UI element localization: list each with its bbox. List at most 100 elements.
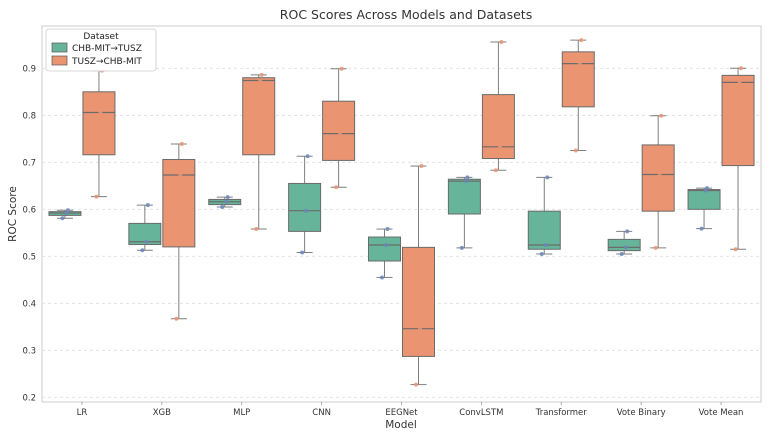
iqr-box — [322, 100, 356, 161]
y-tick-label: 0.9 — [22, 64, 36, 74]
data-point — [653, 245, 658, 250]
y-tick-label: 0.8 — [22, 111, 36, 121]
x-tick-label-vote-binary: Vote Binary — [617, 408, 666, 418]
data-point — [459, 245, 464, 250]
data-point — [579, 38, 584, 43]
data-point — [625, 229, 630, 234]
data-point — [334, 185, 339, 190]
x-axis-label: Model — [385, 419, 417, 431]
box-lr-chb-mit-to-tusz — [48, 208, 82, 221]
data-point — [179, 141, 184, 146]
data-point — [380, 275, 384, 280]
data-point — [463, 179, 468, 184]
box-mlp-tusz-to-chb-mit — [242, 72, 276, 232]
data-point — [60, 216, 65, 221]
y-tick-label: 0.7 — [22, 158, 36, 168]
x-tick-label-cnn: CNN — [312, 408, 331, 418]
box-lr-tusz-to-chb-mit — [82, 68, 116, 199]
iqr-box — [561, 51, 595, 108]
iqr-box — [288, 182, 322, 232]
x-tick-labels: LR XGB MLP CNN EEGNet ConvLSTM Transformer Vote… — [77, 402, 744, 418]
box-eegnet-chb-mit-to-tusz — [368, 227, 401, 280]
box-xgb-tusz-to-chb-mit — [162, 141, 196, 321]
box-xgb-chb-mit-to-tusz — [128, 203, 162, 253]
iqr-box — [607, 238, 641, 252]
box-vote-mean-tusz-to-chb-mit — [721, 66, 755, 252]
iqr-box — [527, 210, 561, 250]
data-point — [733, 247, 738, 252]
data-point — [254, 227, 259, 232]
iqr-box — [82, 91, 116, 156]
y-tick-label: 0.3 — [22, 346, 36, 356]
legend-swatch-chb-mit-to-tusz — [51, 42, 68, 53]
data-point — [539, 251, 544, 256]
legend-title: Dataset — [83, 32, 119, 42]
iqr-box — [447, 178, 481, 215]
iqr-box — [162, 158, 196, 248]
box-vote-mean-chb-mit-to-tusz — [687, 186, 721, 231]
data-point — [465, 175, 470, 180]
iqr-box — [402, 246, 435, 357]
box-eegnet-tusz-to-chb-mit — [402, 164, 435, 387]
data-point — [737, 80, 742, 85]
data-point — [385, 227, 390, 232]
x-tick-label-eegnet: EEGNet — [385, 408, 418, 418]
data-point — [705, 186, 710, 191]
data-point — [739, 66, 744, 71]
iqr-box — [641, 144, 675, 212]
iqr-box — [721, 74, 755, 167]
x-tick-label-vote-mean: Vote Mean — [699, 408, 744, 418]
x-tick-label-transformer: Transformer — [535, 408, 588, 418]
data-point — [543, 243, 548, 248]
box-vote-binary-chb-mit-to-tusz — [607, 229, 641, 256]
data-point — [305, 154, 310, 159]
data-point — [178, 172, 183, 177]
data-point — [140, 248, 145, 253]
data-point — [304, 208, 309, 213]
data-point — [414, 382, 418, 387]
data-point — [497, 144, 502, 149]
data-point — [493, 168, 498, 173]
legend-label-chb-mit-to-tusz: CHB-MIT→TUSZ — [72, 44, 142, 54]
data-point — [699, 226, 704, 231]
data-point — [659, 113, 664, 118]
iqr-box — [128, 222, 162, 246]
iqr-box — [481, 94, 515, 160]
data-point — [577, 61, 582, 66]
data-point — [98, 110, 103, 115]
data-point — [499, 39, 504, 44]
data-point — [144, 239, 149, 244]
data-point — [339, 66, 344, 71]
iqr-box — [687, 189, 721, 210]
y-tick-label: 0.6 — [22, 205, 36, 215]
data-point — [623, 245, 628, 250]
x-tick-label-xgb: XGB — [153, 408, 171, 418]
box-transformer-chb-mit-to-tusz — [527, 175, 561, 256]
chart-title: ROC Scores Across Models and Datasets — [280, 7, 532, 22]
data-point — [384, 243, 388, 248]
data-point — [174, 316, 179, 321]
data-point — [225, 195, 230, 200]
box-convlstm-chb-mit-to-tusz — [447, 175, 481, 250]
y-tick-label: 0.5 — [22, 252, 36, 262]
y-tick-labels: 0.2 0.3 0.4 0.5 0.6 0.7 0.8 0.9 — [22, 64, 36, 403]
x-tick-label-mlp: MLP — [233, 408, 250, 418]
iqr-box — [368, 236, 401, 262]
data-point — [418, 326, 422, 331]
data-point — [224, 199, 229, 204]
data-point — [145, 203, 150, 208]
plot-area — [41, 25, 762, 403]
data-point — [94, 194, 99, 199]
data-point — [259, 72, 264, 77]
box-mlp-chb-mit-to-tusz — [208, 195, 242, 209]
data-point — [220, 204, 225, 209]
x-tick-label-convlstm: ConvLSTM — [459, 408, 503, 418]
legend-frame — [45, 28, 157, 72]
box-transformer-tusz-to-chb-mit — [561, 38, 595, 153]
legend-label-tusz-to-chb-mit: TUSZ→CHB-MIT — [71, 57, 142, 67]
data-point — [258, 78, 263, 83]
x-tick-label-lr: LR — [77, 408, 88, 418]
data-point — [65, 208, 70, 213]
data-point — [338, 131, 343, 136]
